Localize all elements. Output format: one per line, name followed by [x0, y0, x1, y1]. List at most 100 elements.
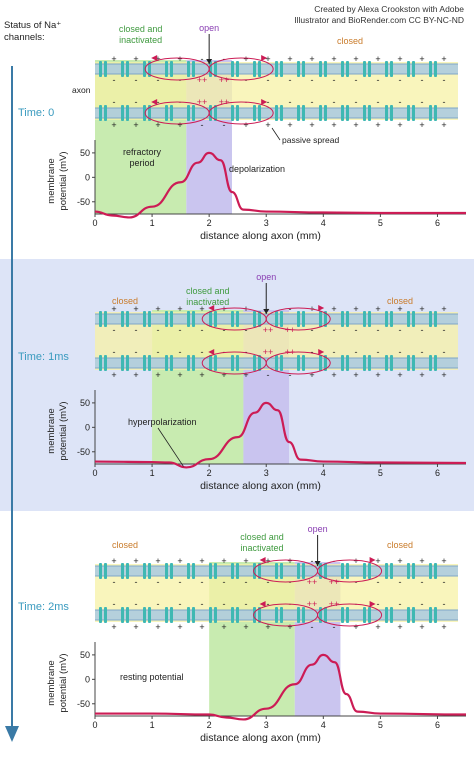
charge-outside: +: [221, 370, 226, 380]
charge-outside: +: [441, 304, 446, 314]
y-axis-label-1: membrane: [46, 660, 57, 705]
current-arrow: [259, 601, 266, 607]
na-channel: [341, 355, 344, 371]
na-channel: [434, 563, 437, 579]
charge-inside: -: [157, 325, 160, 335]
charge-inside: -: [333, 347, 336, 357]
na-channel: [99, 61, 102, 77]
y-axis-label-2: potential (mV): [58, 653, 69, 712]
x-tick-label: 2: [207, 218, 212, 228]
charge-inside: -: [311, 97, 314, 107]
na-channel: [429, 355, 432, 371]
charge-outside: +: [419, 54, 424, 64]
charge-outside: +: [375, 622, 380, 632]
na-channel: [385, 311, 388, 327]
label-closed-inactivated-1: closed and: [240, 532, 284, 542]
membrane-potential-curve: [94, 401, 467, 469]
charge-outside: +: [243, 556, 248, 566]
charge-inside: -: [113, 347, 116, 357]
na-channel: [192, 105, 195, 121]
charge-inside: -: [443, 75, 446, 85]
annotation-hyperpolarization: hyperpolarization: [128, 417, 197, 427]
charge-inside: -: [113, 577, 116, 587]
na-channel: [214, 61, 217, 77]
x-tick-label: 6: [435, 468, 440, 478]
charge-inside: -: [223, 325, 226, 335]
charge-outside: +: [375, 556, 380, 566]
charge-inside: -: [421, 347, 424, 357]
na-channel: [187, 105, 190, 121]
na-channel: [236, 61, 239, 77]
na-channel: [385, 563, 388, 579]
charge-outside: +: [111, 304, 116, 314]
charge-outside: -: [201, 54, 204, 64]
charge-inside: -: [157, 577, 160, 587]
na-channel: [302, 607, 305, 623]
charge-outside: +: [441, 556, 446, 566]
charge-outside: +: [309, 370, 314, 380]
charge-outside: +: [419, 370, 424, 380]
x-tick-label: 4: [321, 468, 326, 478]
label-open: open: [199, 23, 219, 33]
na-channel: [165, 61, 168, 77]
na-channel: [214, 105, 217, 121]
charge-outside: -: [289, 370, 292, 380]
na-channel: [187, 355, 190, 371]
label-axon: axon: [72, 85, 91, 95]
x-axis-label: distance along axon (mm): [200, 480, 321, 492]
na-channel: [192, 607, 195, 623]
charge-outside: +: [265, 54, 270, 64]
status-label-line-1: Status of Na⁺: [4, 20, 61, 31]
na-channel: [209, 355, 212, 371]
current-arrow: [369, 601, 376, 607]
charge-outside: +: [243, 622, 248, 632]
charge-inside: -: [223, 577, 226, 587]
annotation-resting-potential: resting potential: [120, 672, 184, 682]
na-channel: [236, 355, 239, 371]
y-axis-label-2: potential (mV): [58, 401, 69, 460]
charge-inside: -: [289, 75, 292, 85]
na-channel: [104, 355, 107, 371]
na-channel: [148, 563, 151, 579]
y-tick-label: -50: [77, 197, 90, 207]
charge-inside: -: [399, 325, 402, 335]
y-axis-label-1: membrane: [46, 158, 57, 203]
na-channel: [209, 563, 212, 579]
charge-inside: -: [377, 325, 380, 335]
na-channel: [165, 607, 168, 623]
panel-2: +-+-+-+-+-+-+--++-+++-+-+-+-+-+-+-+-+-+-…: [18, 272, 467, 492]
na-channel: [192, 61, 195, 77]
na-channel: [412, 355, 415, 371]
y-tick-label: 50: [80, 398, 90, 408]
na-channel: [231, 311, 234, 327]
na-channel: [363, 61, 366, 77]
na-channel: [126, 105, 129, 121]
na-channel: [126, 61, 129, 77]
charge-outside: +: [177, 54, 182, 64]
current-loop: [317, 603, 383, 627]
na-channel: [346, 105, 349, 121]
na-channel: [231, 355, 234, 371]
charge-outside: +: [155, 54, 160, 64]
charge-outside: +: [155, 556, 160, 566]
charge-outside: +: [287, 556, 292, 566]
na-channel: [275, 607, 278, 623]
x-axis-label: distance along axon (mm): [200, 230, 321, 242]
na-channel: [126, 607, 129, 623]
charge-inside: -: [443, 325, 446, 335]
charge-inside: -: [421, 577, 424, 587]
open-pointer-head: [206, 59, 213, 64]
na-channel: [341, 607, 344, 623]
na-channel: [385, 105, 388, 121]
x-tick-label: 2: [207, 468, 212, 478]
charge-inside: -: [311, 347, 314, 357]
na-channel: [209, 607, 212, 623]
na-channel: [258, 607, 261, 623]
x-tick-label: 3: [264, 468, 269, 478]
na-channel: [170, 355, 173, 371]
na-channel: [148, 355, 151, 371]
credit-line-2: Illustrator and BioRender.com CC BY-NC-N…: [294, 15, 464, 25]
current-arrow: [208, 305, 215, 311]
na-channel: [341, 105, 344, 121]
charge-inside: -: [267, 577, 270, 587]
